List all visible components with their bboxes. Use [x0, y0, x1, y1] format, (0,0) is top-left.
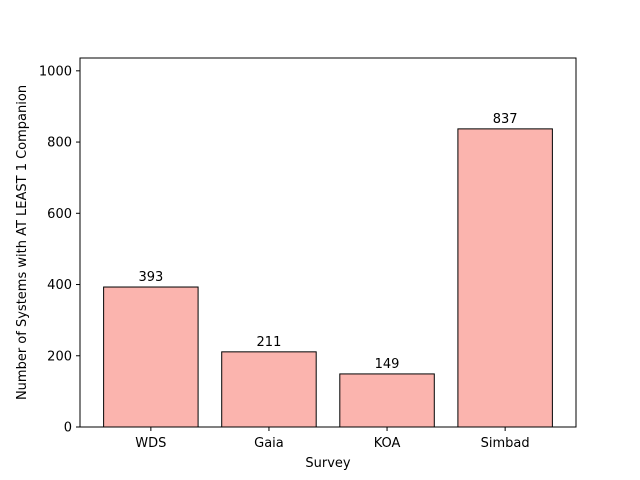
y-tick-label-400: 400: [47, 278, 72, 293]
data-label-gaia: 211: [257, 335, 282, 350]
ticks-group: WDS Gaia KOA Simbad 0 200 400 600 800 1000: [39, 64, 530, 451]
bar-gaia: [221, 351, 317, 428]
bar-wds: [103, 286, 199, 428]
y-tick-label-800: 800: [47, 136, 72, 151]
x-tick-label-gaia: Gaia: [254, 436, 284, 451]
data-labels-group: 393 211 149 837: [138, 112, 517, 372]
y-tick-label-1000: 1000: [39, 64, 72, 79]
data-label-wds: 393: [138, 270, 163, 285]
data-label-simbad: 837: [493, 112, 518, 127]
x-axis-label: Survey: [305, 456, 351, 471]
y-axis-label: Number of Systems with AT LEAST 1 Compan…: [15, 85, 30, 400]
y-tick-label-0: 0: [64, 421, 72, 436]
y-tick-label-600: 600: [47, 207, 72, 222]
x-tick-label-koa: KOA: [374, 436, 401, 451]
y-tick-label-200: 200: [47, 349, 72, 364]
x-tick-label-simbad: Simbad: [481, 436, 530, 451]
x-tick-label-wds: WDS: [135, 436, 166, 451]
bar-simbad: [457, 128, 553, 428]
data-label-koa: 149: [375, 357, 400, 372]
bars-group: [103, 128, 553, 428]
plot-frame: [79, 57, 577, 428]
bar-koa: [339, 373, 435, 428]
